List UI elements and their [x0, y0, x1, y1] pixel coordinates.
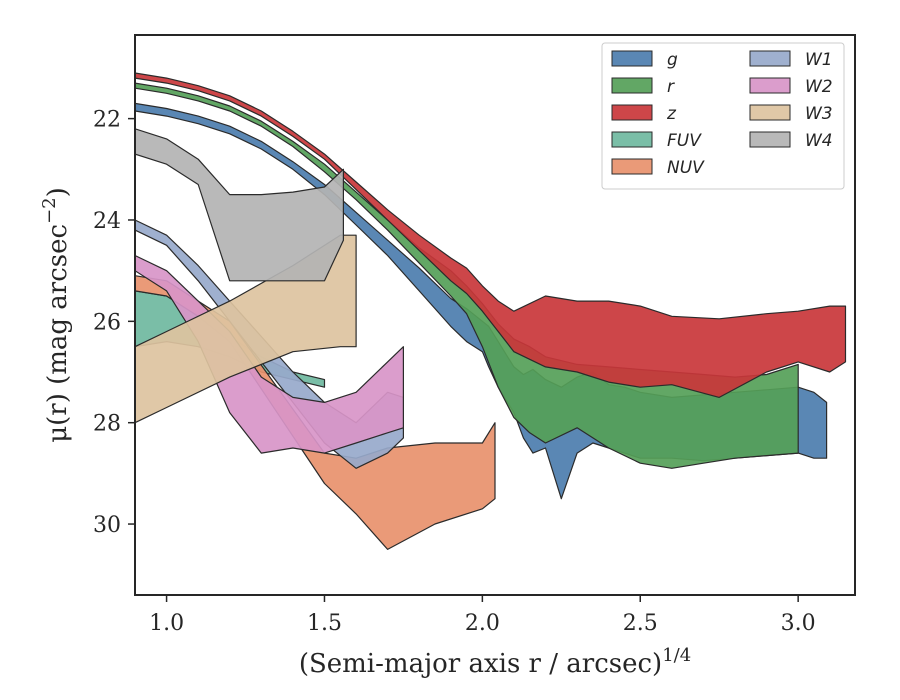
x-axis-label: (Semi-major axis r / arcsec)	[299, 649, 662, 679]
y-axis-label-exponent: −2	[39, 197, 60, 224]
plot-area	[135, 72, 847, 551]
legend-label-w1: W1	[805, 50, 833, 70]
band-z	[135, 72, 847, 398]
legend-label-r: r	[667, 77, 675, 97]
legend-swatch-w3	[749, 104, 791, 121]
x-axis-title: (Semi-major axis r / arcsec)1/4	[299, 645, 691, 679]
y-axis-label: μ(r) (mag arcsec	[43, 224, 73, 443]
legend-swatch-w4	[749, 131, 791, 148]
legend-label-z: z	[666, 104, 677, 124]
y-tick-label: 24	[93, 209, 121, 234]
band-w4	[135, 128, 344, 282]
y-tick-label: 26	[93, 310, 121, 335]
legend-swatch-fuv	[611, 131, 653, 148]
plot-frame	[134, 34, 856, 596]
legend-label-fuv: FUV	[667, 131, 702, 151]
x-axis: 1.0 1.5 2.0 2.5 3.0	[149, 595, 816, 636]
legend-label-g: g	[667, 50, 678, 70]
x-tick-label: 1.0	[149, 611, 184, 636]
x-axis-label-exponent: 1/4	[662, 645, 691, 666]
legend-swatch-w1	[749, 50, 791, 67]
legend-swatch-nuv	[611, 158, 653, 175]
band-w3	[135, 234, 357, 424]
y-axis-label-close: )	[43, 187, 73, 197]
legend-label-w3: W3	[805, 104, 833, 124]
x-tick-label: 2.0	[465, 611, 500, 636]
y-axis: 22 24 26 28 30	[93, 108, 135, 538]
y-axis-title: μ(r) (mag arcsec−2)	[39, 187, 73, 443]
legend-swatch-z	[611, 104, 653, 121]
legend-label-nuv: NUV	[667, 158, 705, 178]
y-tick-label: 22	[93, 108, 121, 133]
legend-swatch-w2	[749, 77, 791, 94]
x-tick-label: 1.5	[307, 611, 342, 636]
x-tick-label: 2.5	[623, 611, 658, 636]
legend-label-w2: W2	[805, 77, 833, 97]
legend-swatch-g	[611, 50, 653, 67]
legend-swatch-r	[611, 77, 653, 94]
x-tick-label: 3.0	[781, 611, 816, 636]
legend-label-w4: W4	[805, 131, 833, 151]
legend: grz FUV NUV W1 W2 W3 W4	[601, 42, 845, 190]
y-tick-label: 30	[93, 513, 121, 538]
y-tick-label: 28	[93, 412, 121, 437]
